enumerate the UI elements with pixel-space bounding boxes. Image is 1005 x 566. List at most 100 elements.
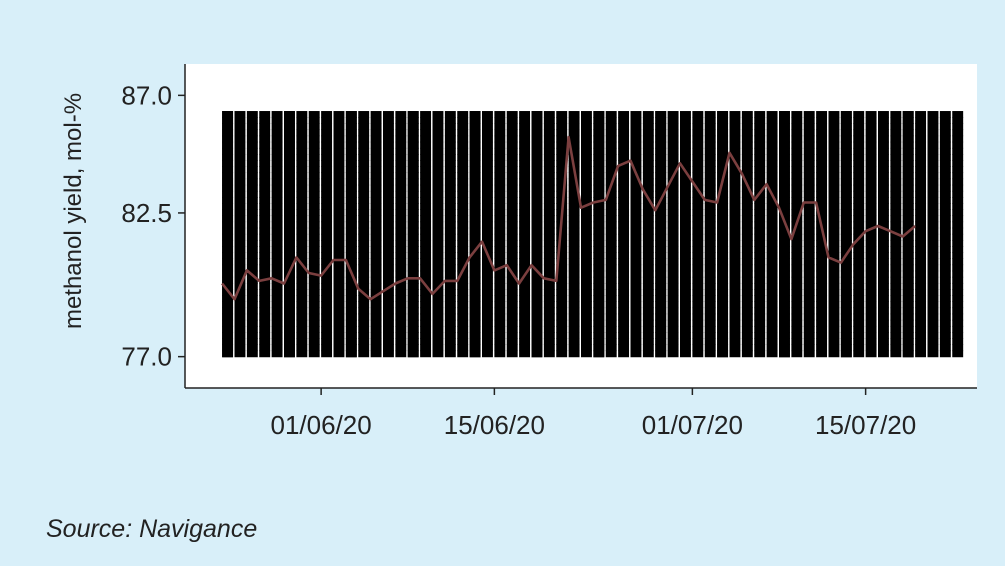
heatmap-cell [655, 325, 667, 333]
heatmap-cell [890, 252, 902, 259]
heatmap-cell [902, 252, 914, 259]
heatmap-cell [482, 111, 493, 118]
heatmap-cell [246, 350, 258, 358]
heatmap-cell [741, 160, 753, 167]
heatmap-cell [828, 172, 840, 180]
heatmap-cell [432, 319, 444, 327]
heatmap-cell [358, 313, 370, 321]
heatmap-cell [630, 184, 642, 192]
heatmap-cell [605, 172, 617, 180]
heatmap-cell [568, 129, 580, 137]
heatmap-cell [432, 154, 444, 161]
heatmap-cell [618, 123, 630, 131]
heatmap-cell [939, 197, 951, 204]
heatmap-cell [556, 190, 568, 198]
heatmap-cell [296, 246, 308, 253]
heatmap-cell [420, 111, 432, 118]
heatmap-cell [915, 350, 927, 358]
heatmap-cell [605, 147, 617, 155]
heatmap-cell [729, 350, 741, 358]
heatmap-cell [333, 227, 345, 235]
heatmap-cell [246, 141, 258, 149]
heatmap-cell [927, 227, 939, 235]
heatmap-cell [655, 172, 667, 180]
heatmap-cell [432, 252, 444, 259]
heatmap-cell [692, 325, 704, 333]
heatmap-cell [345, 344, 357, 352]
heatmap-cell [902, 209, 914, 217]
heatmap-cell [667, 135, 679, 143]
heatmap-cell [754, 301, 766, 309]
heatmap-cell [828, 332, 840, 339]
heatmap-cell [222, 338, 234, 345]
heatmap-cell [667, 123, 679, 131]
heatmap-cell [927, 166, 939, 174]
heatmap-cell [321, 147, 333, 155]
heatmap-cell [345, 135, 357, 143]
heatmap-cell [531, 117, 543, 124]
heatmap-cell [358, 344, 370, 352]
heatmap-cell [704, 117, 716, 124]
heatmap-cell [902, 239, 914, 247]
heatmap-cell [878, 141, 889, 149]
heatmap-cell [568, 227, 580, 235]
heatmap-cell [902, 123, 914, 131]
heatmap-cell [939, 307, 951, 315]
heatmap-cell [865, 129, 877, 137]
heatmap-cell [878, 209, 889, 217]
heatmap-cell [878, 270, 889, 278]
heatmap-cell [680, 252, 691, 259]
heatmap-cell [704, 350, 716, 358]
heatmap-cell [593, 178, 605, 186]
heatmap-cell [333, 295, 345, 302]
heatmap-cell [890, 203, 902, 210]
heatmap-cell [816, 160, 828, 167]
heatmap-cell [370, 221, 382, 229]
heatmap-cell [469, 160, 481, 167]
heatmap-cell [741, 233, 753, 241]
heatmap-cell [568, 111, 580, 118]
heatmap-cell [308, 215, 320, 223]
heatmap-cell [890, 129, 902, 137]
heatmap-cell [246, 221, 258, 229]
heatmap-cell [618, 178, 630, 186]
heatmap-cell [345, 276, 357, 284]
heatmap-cell [581, 270, 592, 278]
heatmap-cell [902, 147, 914, 155]
heatmap-cell [840, 246, 852, 253]
heatmap-cell [271, 141, 283, 149]
heatmap-cell [840, 332, 852, 339]
heatmap-cell [444, 313, 456, 321]
heatmap-cell [952, 295, 964, 302]
heatmap-cell [729, 123, 741, 131]
heatmap-cell [952, 221, 964, 229]
heatmap-cell [543, 264, 555, 272]
heatmap-cell [902, 215, 914, 223]
heatmap-cell [581, 319, 592, 327]
heatmap-cell [667, 147, 679, 155]
heatmap-cell [321, 325, 333, 333]
heatmap-cell [457, 111, 469, 118]
heatmap-cell [469, 325, 481, 333]
heatmap-cell [383, 154, 394, 161]
heatmap-cell [791, 319, 803, 327]
heatmap-cell [284, 295, 295, 302]
heatmap-cell [791, 147, 803, 155]
heatmap-cell [345, 325, 357, 333]
heatmap-cell [642, 184, 654, 192]
heatmap-cell [729, 344, 741, 352]
heatmap-cell [321, 301, 333, 309]
heatmap-cell [692, 264, 704, 272]
heatmap-cell [741, 166, 753, 174]
heatmap-cell [766, 295, 778, 302]
heatmap-cell [840, 184, 852, 192]
heatmap-cell [531, 172, 543, 180]
heatmap-cell [680, 190, 691, 198]
heatmap-cell [865, 264, 877, 272]
heatmap-cell [457, 246, 469, 253]
heatmap-cell [308, 209, 320, 217]
heatmap-cell [345, 129, 357, 137]
heatmap-cell [630, 282, 642, 290]
heatmap-cell [618, 227, 630, 235]
heatmap-cell [469, 307, 481, 315]
